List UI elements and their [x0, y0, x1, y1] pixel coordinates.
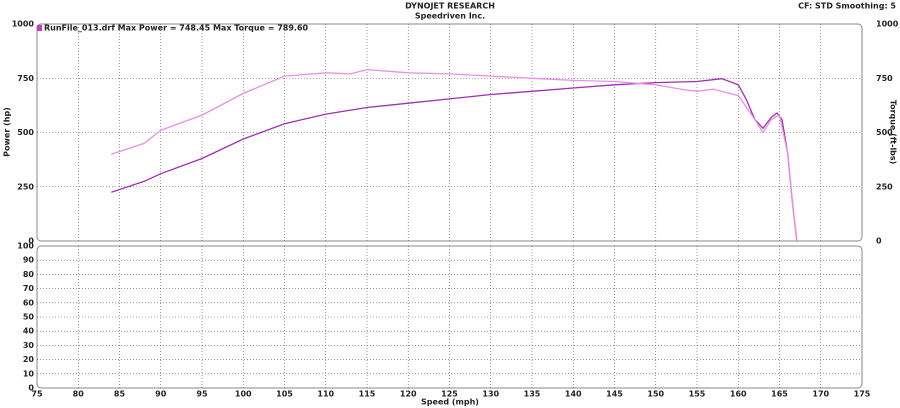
x-tick-label: 85 [114, 390, 126, 399]
y-tick-label: 500 [17, 128, 34, 137]
subtitle: Speedriven Inc. [415, 12, 485, 21]
settings: CF: STD Smoothing: 5 [798, 2, 896, 11]
y-tick-label: 30 [23, 341, 35, 350]
y-tick-label: 70 [23, 284, 35, 293]
x-tick-label: 160 [730, 390, 747, 399]
y-axis-label: Power (hp) [3, 107, 12, 157]
y-tick-label: 0 [28, 237, 34, 246]
x-tick-label: 90 [155, 390, 167, 399]
legend-swatch [37, 25, 42, 31]
y-tick-label: 20 [23, 355, 35, 364]
x-tick-label: 135 [524, 390, 541, 399]
x-tick-label: 140 [565, 390, 582, 399]
y-tick-label: 40 [23, 327, 35, 336]
legend-text: RunFile_013.drf Max Power = 748.45 Max T… [44, 24, 309, 33]
x-tick-label: 145 [606, 390, 623, 399]
y-tick-label: 80 [23, 270, 35, 279]
x-axis-label: Speed (mph) [421, 398, 479, 407]
y-tick-label: 60 [23, 298, 35, 307]
x-tick-label: 80 [73, 390, 85, 399]
y2-tick-label: 250 [876, 182, 893, 191]
y-tick-label: 750 [17, 74, 34, 83]
x-tick-label: 155 [689, 390, 706, 399]
series-line [111, 78, 798, 242]
x-tick-label: 170 [812, 390, 829, 399]
y-tick-label: 50 [23, 313, 35, 322]
x-tick-label: 105 [276, 390, 293, 399]
y-tick-label: 0 [28, 384, 34, 393]
x-tick-label: 110 [317, 390, 334, 399]
y-tick-label: 250 [17, 182, 34, 191]
title: DYNOJET RESEARCH [405, 2, 495, 11]
x-tick-label: 175 [854, 390, 871, 399]
y-tick-label: 100 [17, 242, 34, 251]
y2-tick-label: 500 [876, 128, 893, 137]
y-tick-label: 10 [23, 369, 35, 378]
y2-axis-label: Torque (ft-lbs) [889, 100, 898, 165]
x-tick-label: 115 [359, 390, 376, 399]
y-tick-label: 1000 [12, 20, 35, 29]
y2-tick-label: 750 [876, 74, 893, 83]
series-line [111, 68, 798, 242]
x-tick-label: 130 [482, 390, 499, 399]
x-tick-label: 165 [771, 390, 788, 399]
x-tick-label: 75 [31, 390, 43, 399]
y2-tick-label: 0 [876, 237, 882, 246]
y2-tick-label: 1000 [876, 20, 899, 29]
y-tick-label: 90 [23, 256, 35, 265]
x-tick-label: 125 [441, 390, 458, 399]
x-tick-label: 95 [196, 390, 208, 399]
x-tick-label: 150 [647, 390, 664, 399]
x-tick-label: 120 [400, 390, 417, 399]
x-tick-label: 100 [235, 390, 252, 399]
